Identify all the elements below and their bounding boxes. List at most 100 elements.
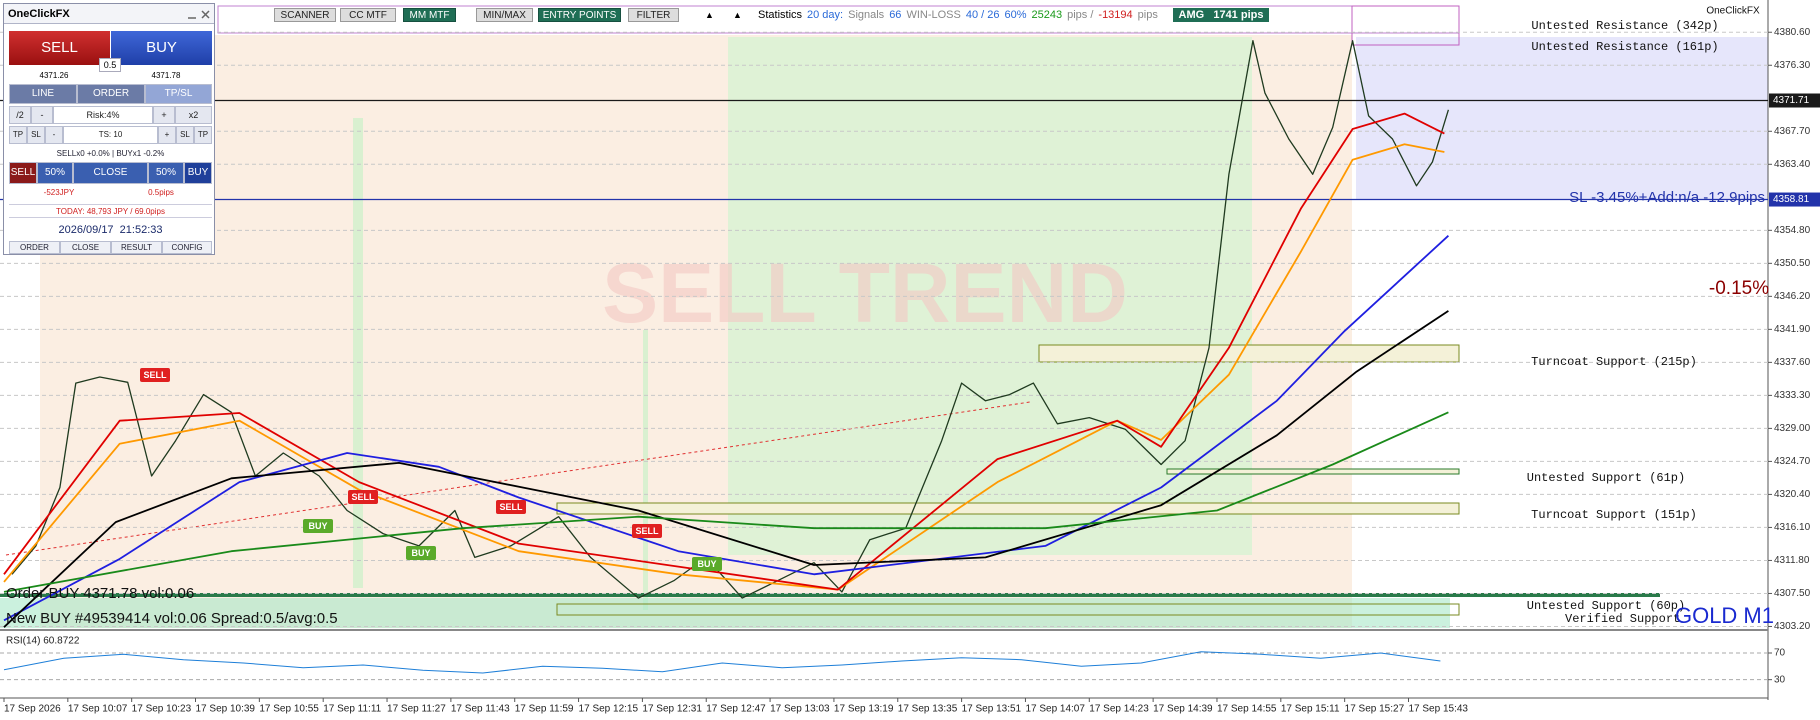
toolbar-button[interactable]: FILTER [628,8,679,22]
y-tick-label: 4350.50 [1774,258,1811,269]
stat-period: 20 day: [807,9,844,21]
y-tick-label: 4329.00 [1774,423,1811,434]
zone-label: Untested Resistance (342p) [1531,19,1718,33]
signal-label: BUY [697,559,716,569]
ts-control[interactable]: SL [176,126,194,144]
price-tag-label: 4371.71 [1773,95,1810,106]
sell-button[interactable]: SELL [9,31,110,65]
ts-control[interactable]: TP [9,126,27,144]
y-tick-label: 4320.40 [1774,489,1811,500]
y-tick-label: 4376.30 [1774,60,1811,71]
signal-tag [140,368,170,382]
ts-control[interactable]: - [45,126,63,144]
rsi-tick-label: 70 [1774,648,1786,659]
buy-button[interactable]: BUY [111,31,212,65]
spread: 0.5pips [148,188,174,197]
y-tick-label: 4316.10 [1774,522,1811,533]
volume-band [0,598,1450,628]
signal-tag [692,557,722,571]
footer-button[interactable]: CLOSE [60,241,111,254]
x-tick-label: 17 Sep 11:27 [387,704,446,715]
ts-control[interactable]: + [158,126,176,144]
toolbar-button[interactable]: SCANNER [274,8,336,22]
x-tick-label: 17 Sep 12:15 [579,704,639,715]
rsi-title: RSI(14) 60.8722 [6,636,80,647]
toolbar-button[interactable]: ENTRY POINTS [538,8,621,22]
ts-control[interactable]: TS: 10 [63,126,158,144]
arrow-button[interactable]: ▲ [733,10,742,20]
tab-button[interactable]: ORDER [77,84,145,104]
toolbar-button[interactable]: MIN/MAX [476,8,533,22]
y-tick-label: 4354.80 [1774,225,1811,236]
panel-title: OneClickFX [8,8,70,20]
lot-size[interactable]: 0.5 [99,58,121,72]
stat-win-pips: 25243 [1031,9,1063,21]
signal-label: SELL [635,526,659,536]
price-tag [1769,192,1820,207]
close-control[interactable]: 50% [37,162,73,184]
stat-winrate: 60% [1004,9,1027,21]
y-tick-label: 4303.20 [1774,621,1811,632]
x-tick-label: 17 Sep 15:27 [1345,704,1405,715]
toolbar-button[interactable]: CC MTF [340,8,396,22]
signal-column [353,118,363,588]
x-tick-label: 17 Sep 2026 [4,704,61,715]
close-control[interactable]: BUY [184,162,212,184]
x-tick-label: 17 Sep 14:07 [1025,704,1085,715]
y-tick-label: 4337.60 [1774,357,1811,368]
risk-control[interactable]: Risk:4% [53,106,153,124]
tab-button[interactable]: TP/SL [145,84,212,104]
signal-tag [348,490,378,504]
y-tick-label: 4311.80 [1774,555,1810,566]
price-series [3,310,1449,628]
support-box [1038,344,1460,363]
price-series [3,235,1450,622]
signal-label: BUY [308,521,327,531]
watermark: SELL TREND [602,246,1128,340]
trend-line [5,401,1031,556]
risk-control[interactable]: x2 [175,106,212,124]
stat-label: Statistics [758,9,803,21]
footer-button[interactable]: RESULT [111,241,162,254]
toolbar-button[interactable]: MM MTF [403,8,456,22]
risk-control[interactable]: - [31,106,53,124]
risk-control[interactable]: + [153,106,175,124]
close-control[interactable]: 50% [148,162,184,184]
x-tick-label: 17 Sep 10:39 [196,704,256,715]
x-tick-label: 17 Sep 15:11 [1281,704,1340,715]
signal-label: BUY [411,548,430,558]
trade-panel: OneClickFX SELL BUY 0.5 4371.26 4371.78 LINE O… [3,3,215,255]
resistance-zone [1356,37,1768,199]
amg-badge: AMG 1741 pips [1173,8,1269,22]
rsi-line [3,651,1441,674]
panel-titlebar [4,4,214,24]
risk-control[interactable]: /2 [9,106,31,124]
stat-winloss-label: WIN-LOSS [906,9,961,21]
zone-label: SL -3.45%+Add:n/a -12.9pips [1569,189,1765,206]
footer-button[interactable]: CONFIG [162,241,212,254]
arrow-button[interactable]: ▲ [705,10,714,20]
tab-button[interactable]: LINE [9,84,77,104]
stat-win-unit: pips / [1067,9,1094,21]
window-controls[interactable] [174,8,214,22]
footer-button[interactable]: ORDER [9,241,60,254]
ts-control[interactable]: TP [194,126,212,144]
signal-tag [406,546,436,560]
y-tick-label: 4367.70 [1774,126,1811,137]
x-tick-label: 17 Sep 13:51 [962,704,1022,715]
x-tick-label: 17 Sep 11:59 [515,704,574,715]
signal-label: SELL [499,502,523,512]
signal-tag [632,524,662,538]
x-tick-label: 17 Sep 14:23 [1089,704,1149,715]
support-box [556,502,1460,515]
x-tick-label: 17 Sep 13:35 [898,704,958,715]
zone-label: -0.15% [1709,278,1769,299]
support-box [556,603,1460,616]
close-control[interactable]: SELL [9,162,37,184]
close-control[interactable]: CLOSE [73,162,148,184]
y-tick-label: 4341.90 [1774,324,1811,335]
zone-label: Verified Support [1565,612,1680,626]
ts-control[interactable]: SL [27,126,45,144]
